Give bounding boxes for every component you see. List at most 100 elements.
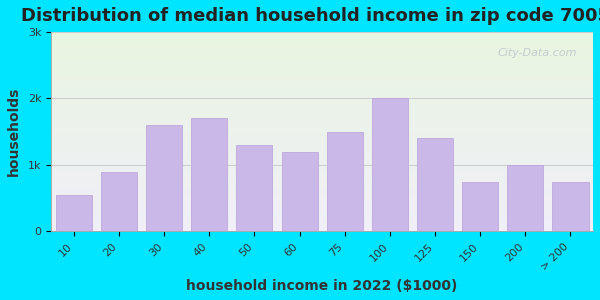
- Bar: [51, 43, 593, 44]
- Bar: [51, 103, 593, 104]
- Bar: [51, 45, 593, 46]
- Bar: [51, 82, 593, 83]
- Bar: [51, 36, 593, 37]
- Bar: [51, 112, 593, 113]
- Bar: [51, 163, 593, 164]
- Bar: [51, 160, 593, 162]
- Bar: [51, 166, 593, 167]
- Bar: [51, 104, 593, 105]
- Bar: [51, 214, 593, 215]
- Bar: [51, 78, 593, 79]
- Bar: [51, 76, 593, 77]
- Bar: [51, 100, 593, 101]
- Bar: [51, 148, 593, 149]
- Bar: [51, 177, 593, 178]
- Bar: [51, 197, 593, 199]
- Bar: [51, 194, 593, 196]
- Bar: [51, 58, 593, 59]
- Bar: [51, 147, 593, 148]
- Bar: [51, 127, 593, 128]
- Bar: [51, 44, 593, 45]
- Bar: [51, 212, 593, 213]
- Bar: [51, 71, 593, 72]
- Bar: [51, 224, 593, 225]
- Bar: [51, 84, 593, 85]
- Bar: [51, 185, 593, 187]
- Bar: [51, 55, 593, 56]
- Bar: [51, 158, 593, 159]
- Bar: [51, 59, 593, 60]
- Bar: [553, 182, 589, 231]
- Bar: [51, 206, 593, 207]
- Bar: [51, 101, 593, 102]
- Bar: [51, 134, 593, 135]
- Bar: [51, 162, 593, 163]
- Bar: [51, 38, 593, 39]
- Bar: [51, 179, 593, 181]
- Bar: [51, 176, 593, 177]
- Bar: [51, 226, 593, 227]
- Bar: [51, 41, 593, 42]
- Bar: [51, 172, 593, 174]
- Bar: [146, 125, 182, 231]
- Bar: [51, 142, 593, 143]
- Bar: [51, 89, 593, 90]
- Bar: [51, 57, 593, 58]
- Bar: [51, 137, 593, 138]
- Bar: [51, 86, 593, 87]
- Bar: [51, 34, 593, 35]
- Bar: [51, 193, 593, 194]
- Bar: [51, 157, 593, 158]
- Bar: [51, 94, 593, 95]
- Bar: [51, 182, 593, 184]
- Bar: [51, 79, 593, 80]
- Bar: [51, 49, 593, 50]
- Bar: [51, 138, 593, 139]
- Bar: [51, 154, 593, 156]
- Text: City-Data.com: City-Data.com: [497, 48, 577, 58]
- Bar: [51, 121, 593, 122]
- Bar: [51, 133, 593, 134]
- Bar: [462, 182, 498, 231]
- Bar: [51, 54, 593, 55]
- Bar: [281, 152, 317, 231]
- Bar: [51, 50, 593, 51]
- Bar: [51, 111, 593, 112]
- Bar: [51, 178, 593, 179]
- Bar: [51, 126, 593, 127]
- Bar: [51, 152, 593, 153]
- Bar: [51, 70, 593, 71]
- Bar: [51, 135, 593, 136]
- Bar: [51, 218, 593, 219]
- Bar: [51, 124, 593, 125]
- Bar: [51, 51, 593, 52]
- Bar: [51, 106, 593, 107]
- Y-axis label: households: households: [7, 87, 21, 176]
- Bar: [51, 153, 593, 154]
- Bar: [51, 215, 593, 216]
- Bar: [51, 63, 593, 64]
- Bar: [417, 138, 453, 231]
- Bar: [51, 164, 593, 165]
- Bar: [51, 73, 593, 74]
- Bar: [51, 213, 593, 214]
- Bar: [51, 175, 593, 176]
- Bar: [51, 46, 593, 47]
- Bar: [51, 146, 593, 147]
- Bar: [51, 119, 593, 120]
- Bar: [51, 52, 593, 53]
- Bar: [51, 53, 593, 54]
- Bar: [51, 219, 593, 220]
- Bar: [51, 95, 593, 96]
- Bar: [51, 129, 593, 130]
- Bar: [56, 195, 92, 231]
- Bar: [51, 210, 593, 211]
- Bar: [236, 145, 272, 231]
- Bar: [51, 225, 593, 226]
- Bar: [51, 222, 593, 224]
- Bar: [51, 37, 593, 38]
- Bar: [507, 165, 544, 231]
- Bar: [51, 32, 593, 33]
- Bar: [51, 167, 593, 168]
- Bar: [51, 92, 593, 93]
